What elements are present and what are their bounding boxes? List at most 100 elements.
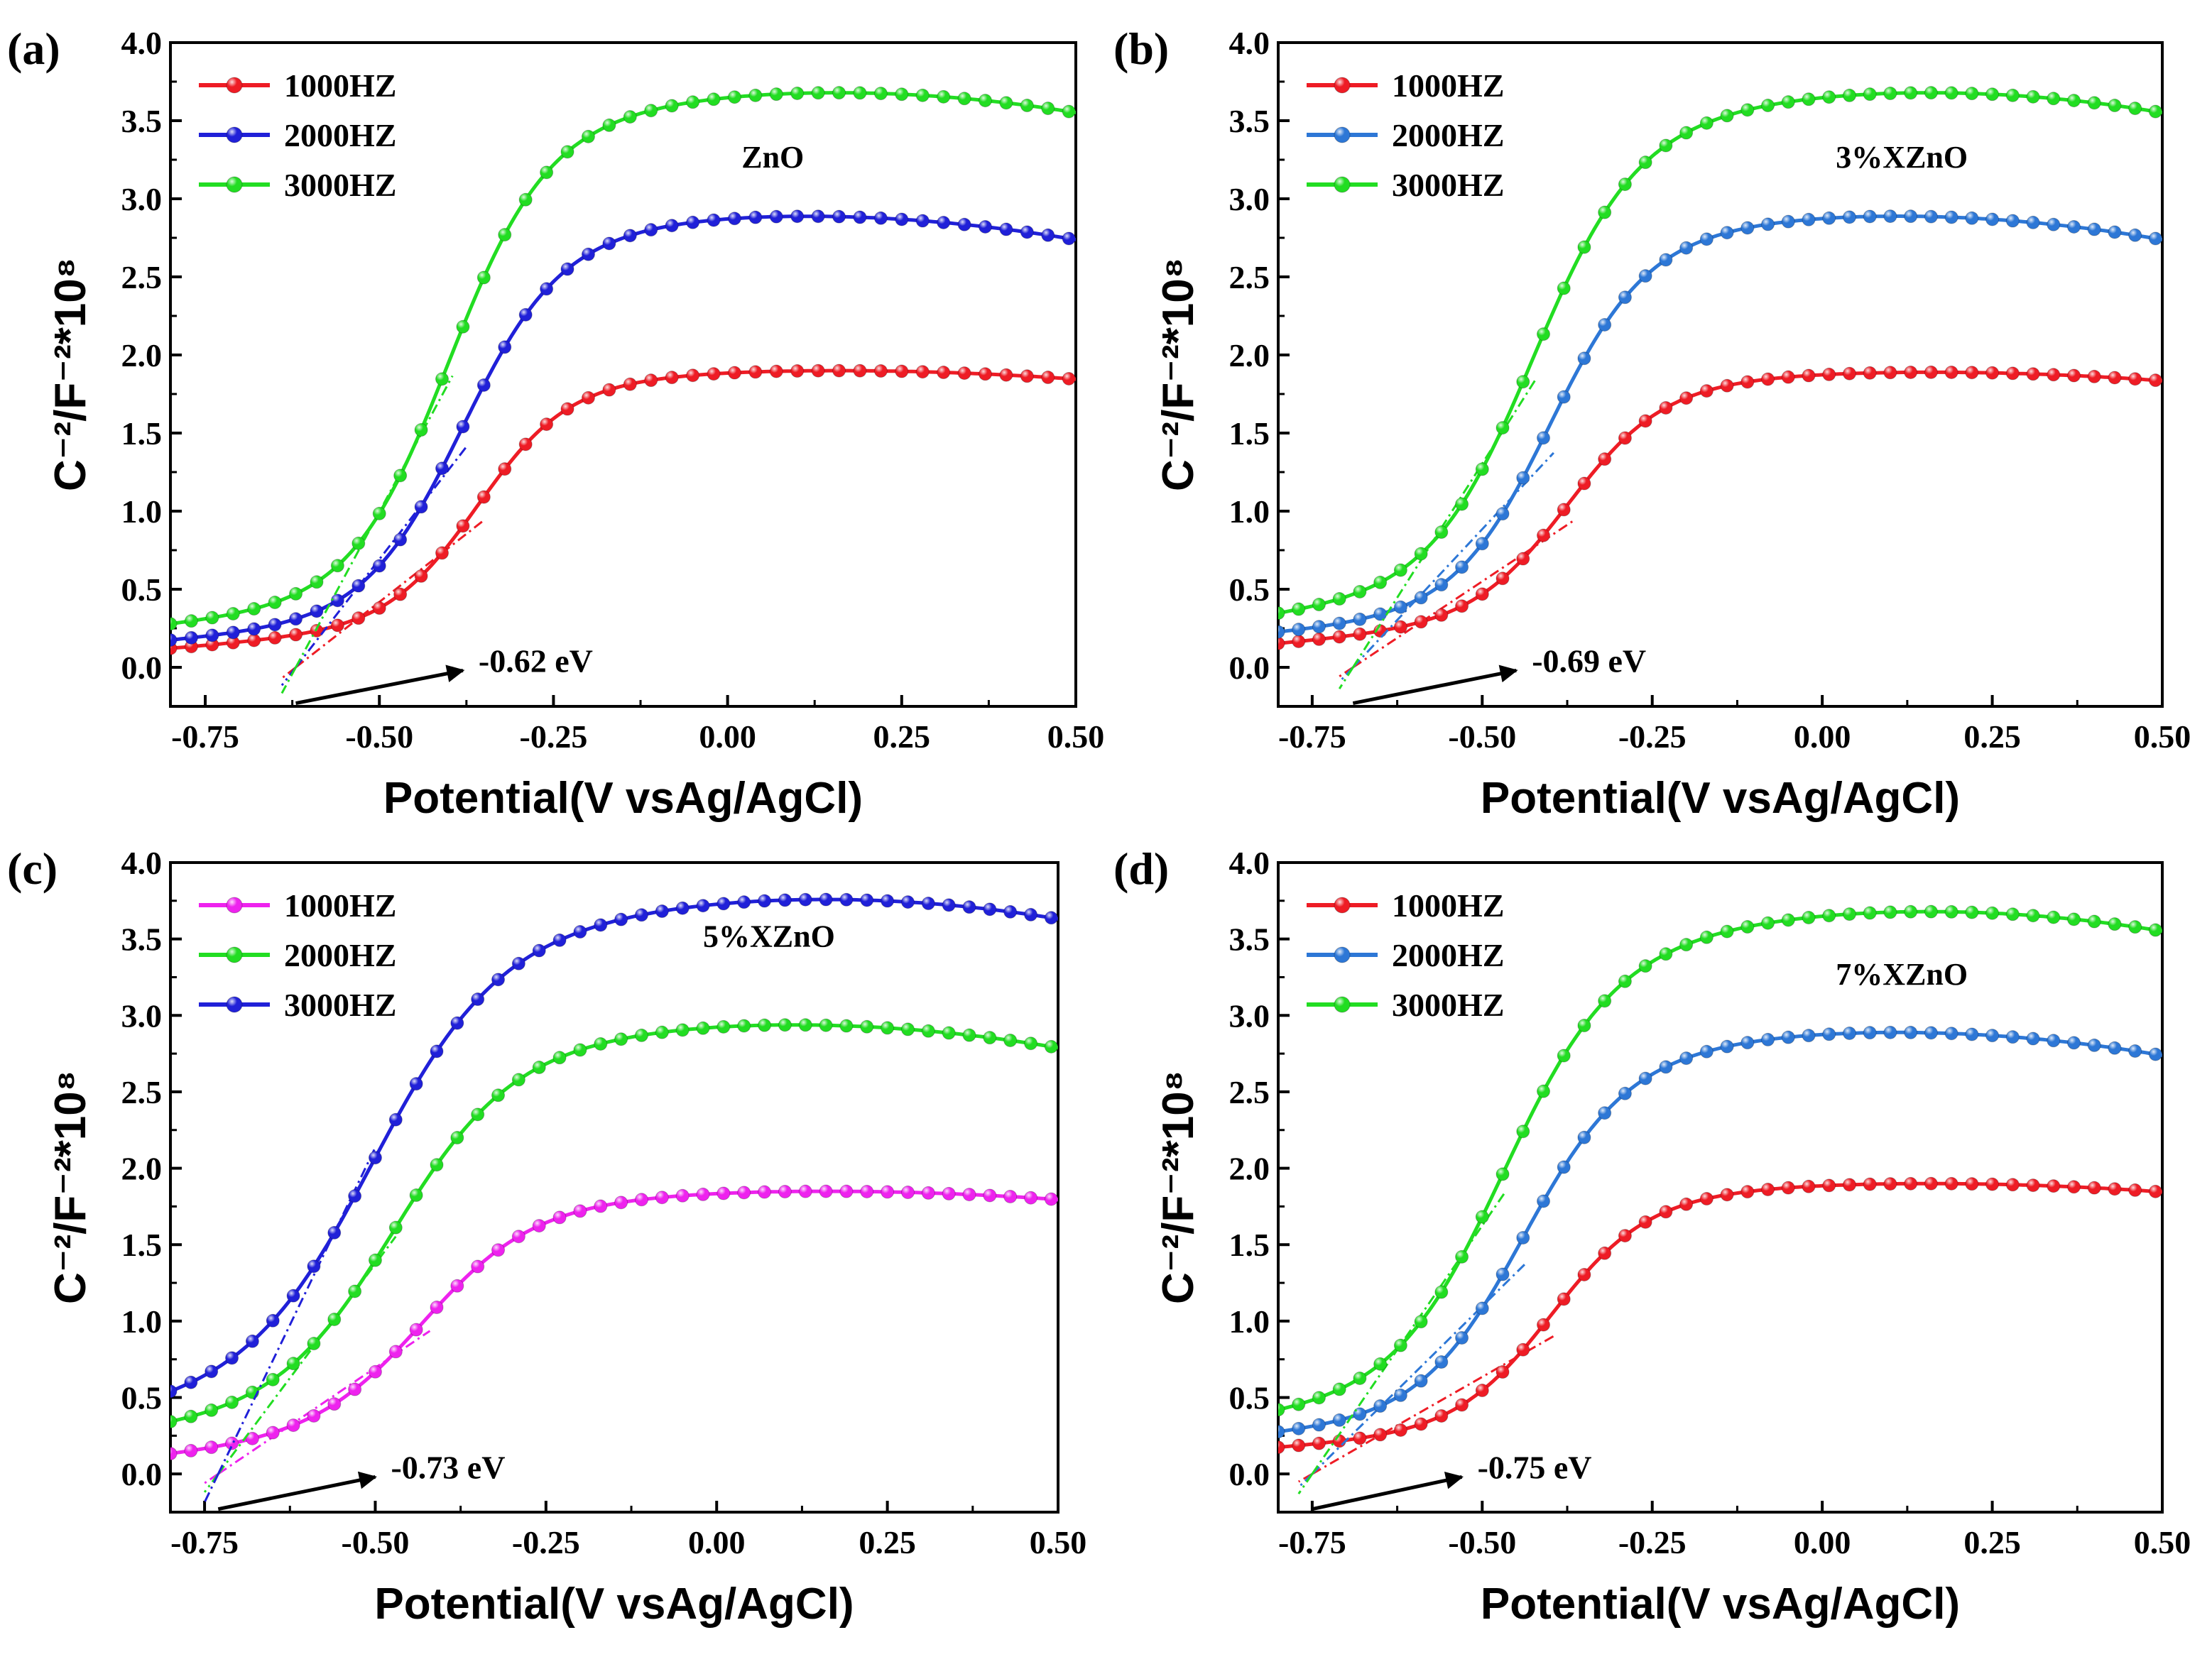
data-point-shine <box>205 1364 218 1378</box>
data-point-shine <box>1761 917 1775 930</box>
data-point-shine <box>1312 633 1326 646</box>
data-point-shine <box>1278 1425 1285 1438</box>
data-point-shine <box>999 96 1013 109</box>
data-point-shine <box>623 229 637 242</box>
data-point-shine <box>1904 905 1917 919</box>
data-point-shine <box>1985 907 1999 920</box>
data-point-shine <box>901 1186 915 1199</box>
data-point-shine <box>456 519 469 532</box>
legend-marker-shine <box>1334 177 1350 192</box>
data-point-shine <box>832 210 846 224</box>
data-point-shine <box>2128 372 2142 385</box>
data-point-shine <box>922 1024 935 1038</box>
data-point-shine <box>1557 1292 1571 1306</box>
data-point-shine <box>1598 206 1611 219</box>
data-point-shine <box>901 1022 915 1036</box>
data-point-shine <box>1312 1418 1326 1432</box>
data-point-shine <box>1618 431 1632 444</box>
data-point-shine <box>1945 905 1958 919</box>
data-point-shine <box>450 1131 464 1144</box>
data-point-shine <box>1639 414 1652 427</box>
data-point-shine <box>635 908 648 921</box>
series-line-2000HZ <box>1278 214 2162 634</box>
data-point-shine <box>1618 290 1632 304</box>
data-point-shine <box>1292 635 1305 648</box>
data-point-shine <box>1516 1343 1530 1357</box>
data-point-shine <box>1537 431 1550 444</box>
data-point-shine <box>1740 221 1754 234</box>
y-tick-label: 4.0 <box>121 845 163 881</box>
data-point-shine <box>1598 452 1611 466</box>
data-point-shine <box>1455 1250 1469 1264</box>
data-point-shine <box>1045 1193 1058 1206</box>
y-tick-label: 1.5 <box>121 1227 163 1263</box>
data-point-shine <box>1476 462 1489 476</box>
data-point-shine <box>895 212 908 226</box>
data-point-shine <box>348 1284 361 1298</box>
data-point-shine <box>1782 215 1795 229</box>
data-point-shine <box>1679 1198 1693 1211</box>
data-point-shine <box>937 90 950 104</box>
data-point-shine <box>1822 1027 1836 1041</box>
data-point-shine <box>1003 1190 1017 1203</box>
data-point-shine <box>533 1061 546 1074</box>
data-point-shine <box>266 1426 280 1440</box>
y-tick-label: 3.0 <box>121 997 163 1034</box>
data-point-shine <box>450 1017 464 1030</box>
data-point-shine <box>1312 1437 1326 1450</box>
chart-panel-c: (c) -0.75 -0.50 -0.25 0.00 0.25 0.50 0.0 0.5 1.0 1… <box>7 843 1086 1629</box>
data-point-shine <box>310 575 323 589</box>
data-point-shine <box>1516 1125 1530 1138</box>
data-point-shine <box>289 628 303 642</box>
annotation-label: -0.73 eV <box>391 1449 505 1485</box>
data-point-shine <box>839 1185 853 1198</box>
panel-label: (a) <box>7 23 60 74</box>
data-point-shine <box>491 973 505 986</box>
y-tick-label: 4.0 <box>1229 845 1270 881</box>
data-point-shine <box>901 895 915 909</box>
tangent-line-ext-3000HZ <box>280 667 297 694</box>
data-point-shine <box>352 537 365 550</box>
y-tick-label: 3.5 <box>121 103 163 139</box>
data-point-shine <box>963 900 976 914</box>
data-point-shine <box>1904 1177 1917 1191</box>
data-point-shine <box>268 618 282 631</box>
data-point-shine <box>491 1088 505 1102</box>
sample-label: 5%XZnO <box>703 919 835 953</box>
data-point-shine <box>1700 1192 1714 1205</box>
data-point-shine <box>895 87 908 101</box>
data-point-shine <box>1883 905 1897 919</box>
data-point-shine <box>1353 585 1366 598</box>
data-point-shine <box>1883 1177 1897 1191</box>
data-point-shine <box>2108 99 2121 112</box>
data-point-shine <box>1062 231 1076 245</box>
data-point-shine <box>2067 220 2081 234</box>
data-point-shine <box>1537 1085 1550 1098</box>
data-point-shine <box>2108 225 2121 239</box>
data-point-shine <box>1062 105 1076 119</box>
data-point-shine <box>665 371 679 384</box>
data-point-shine <box>614 1196 628 1209</box>
data-point-shine <box>227 625 240 639</box>
data-point-shine <box>881 1021 894 1034</box>
y-axis-title: C⁻²/F⁻²*10⁸ <box>1154 258 1203 491</box>
data-point-shine <box>819 893 833 907</box>
data-point-shine <box>770 210 783 224</box>
data-point-shine <box>1292 1398 1305 1411</box>
data-point-shine <box>268 596 282 609</box>
data-point-shine <box>1278 637 1285 650</box>
x-tick-label: 0.50 <box>2134 718 2191 755</box>
data-point-shine <box>655 904 669 918</box>
data-point-shine <box>874 87 888 100</box>
data-point-shine <box>1721 1040 1734 1054</box>
data-point-shine <box>1434 1409 1448 1423</box>
y-axis-title: C⁻²/F⁻²*10⁸ <box>46 1071 95 1304</box>
data-point-shine <box>289 587 303 601</box>
data-point-shine <box>1415 1374 1428 1388</box>
tangent-line-2000HZ <box>295 446 468 668</box>
data-point-shine <box>1537 529 1550 542</box>
sample-label: 3%XZnO <box>1836 140 1968 175</box>
plot-frame <box>169 861 1059 1514</box>
data-point-shine <box>1373 608 1387 621</box>
data-point-shine <box>393 533 407 547</box>
